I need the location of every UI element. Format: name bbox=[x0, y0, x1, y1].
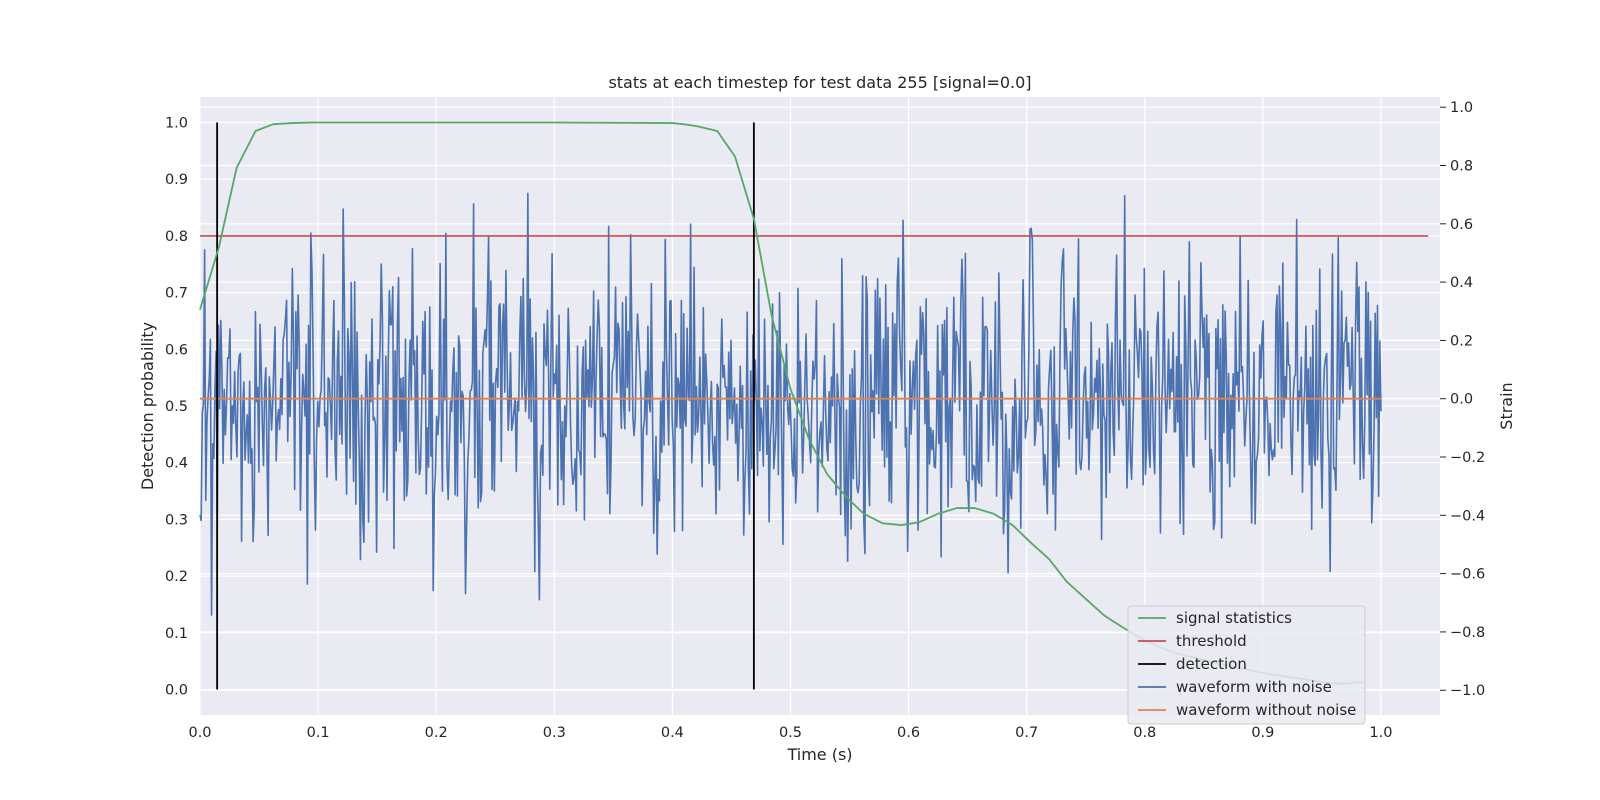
x-tick-label: 0.0 bbox=[188, 725, 211, 741]
legend-entry: threshold bbox=[1176, 632, 1247, 650]
right-y-tick-label: 0.0 bbox=[1450, 392, 1473, 408]
y-tick-label: 0.0 bbox=[165, 682, 188, 698]
y-tick-label: 0.6 bbox=[165, 342, 188, 358]
y-tick-label: 0.2 bbox=[165, 569, 188, 585]
y-tick-label: 0.5 bbox=[165, 399, 188, 415]
y-axis-label: Detection probability bbox=[138, 322, 157, 490]
x-tick-label: 0.9 bbox=[1251, 725, 1274, 741]
y-tick-label: 0.9 bbox=[165, 172, 188, 188]
y-tick-label: 0.7 bbox=[165, 286, 188, 302]
right-y-tick-label: −0.4 bbox=[1450, 508, 1485, 524]
legend-entry: waveform with noise bbox=[1176, 678, 1332, 696]
right-y-tick-label: −0.6 bbox=[1450, 567, 1485, 583]
y-axis-ticks: 0.0 0.1 0.2 0.3 0.4 0.5 0.6 0.7 0.8 0.9 1.0 bbox=[165, 116, 188, 699]
right-y-tick-label: −1.0 bbox=[1450, 683, 1485, 699]
right-y-tick-label: 1.0 bbox=[1450, 100, 1473, 116]
x-axis-label: Time (s) bbox=[786, 745, 852, 764]
x-tick-label: 0.2 bbox=[425, 725, 448, 741]
x-tick-label: 0.1 bbox=[307, 725, 330, 741]
right-y-tick-label: 0.4 bbox=[1450, 275, 1473, 291]
x-tick-label: 0.7 bbox=[1015, 725, 1038, 741]
x-axis-ticks: 0.0 0.1 0.2 0.3 0.4 0.5 0.6 0.7 0.8 0.9 1.0 bbox=[188, 725, 1392, 741]
x-tick-label: 0.4 bbox=[661, 725, 684, 741]
x-tick-label: 0.3 bbox=[543, 725, 566, 741]
legend-box bbox=[1127, 605, 1366, 725]
right-y-tick-label: 0.6 bbox=[1450, 217, 1473, 233]
legend-entry: detection bbox=[1176, 655, 1247, 673]
y-tick-label: 0.1 bbox=[165, 626, 188, 642]
x-tick-label: 0.5 bbox=[779, 725, 802, 741]
legend: signal statistics threshold detection wavef… bbox=[1127, 605, 1366, 725]
right-y-tick-label: −0.2 bbox=[1450, 450, 1485, 466]
right-y-axis-label: Strain bbox=[1497, 382, 1516, 429]
legend-entry: waveform without noise bbox=[1176, 701, 1356, 719]
right-y-tick-label: −0.8 bbox=[1450, 625, 1485, 641]
right-y-tick-label: 0.2 bbox=[1450, 333, 1473, 349]
x-tick-label: 1.0 bbox=[1369, 725, 1392, 741]
waveform-with-noise-line bbox=[199, 192, 1382, 616]
legend-entry: signal statistics bbox=[1176, 609, 1292, 627]
y-tick-label: 1.0 bbox=[165, 116, 188, 132]
x-tick-label: 0.8 bbox=[1133, 725, 1156, 741]
chart-title: stats at each timestep for test data 255… bbox=[608, 73, 1031, 92]
y-tick-label: 0.8 bbox=[165, 229, 188, 245]
x-tick-label: 0.6 bbox=[897, 725, 920, 741]
right-y-tick-label: 0.8 bbox=[1450, 159, 1473, 175]
y-tick-label: 0.4 bbox=[165, 456, 188, 472]
right-y-axis-ticks: −1.0 −0.8 −0.6 −0.4 −0.2 0.0 0.2 0.4 0.6 0.8 1.0 bbox=[1440, 100, 1485, 699]
y-tick-label: 0.3 bbox=[165, 512, 188, 528]
